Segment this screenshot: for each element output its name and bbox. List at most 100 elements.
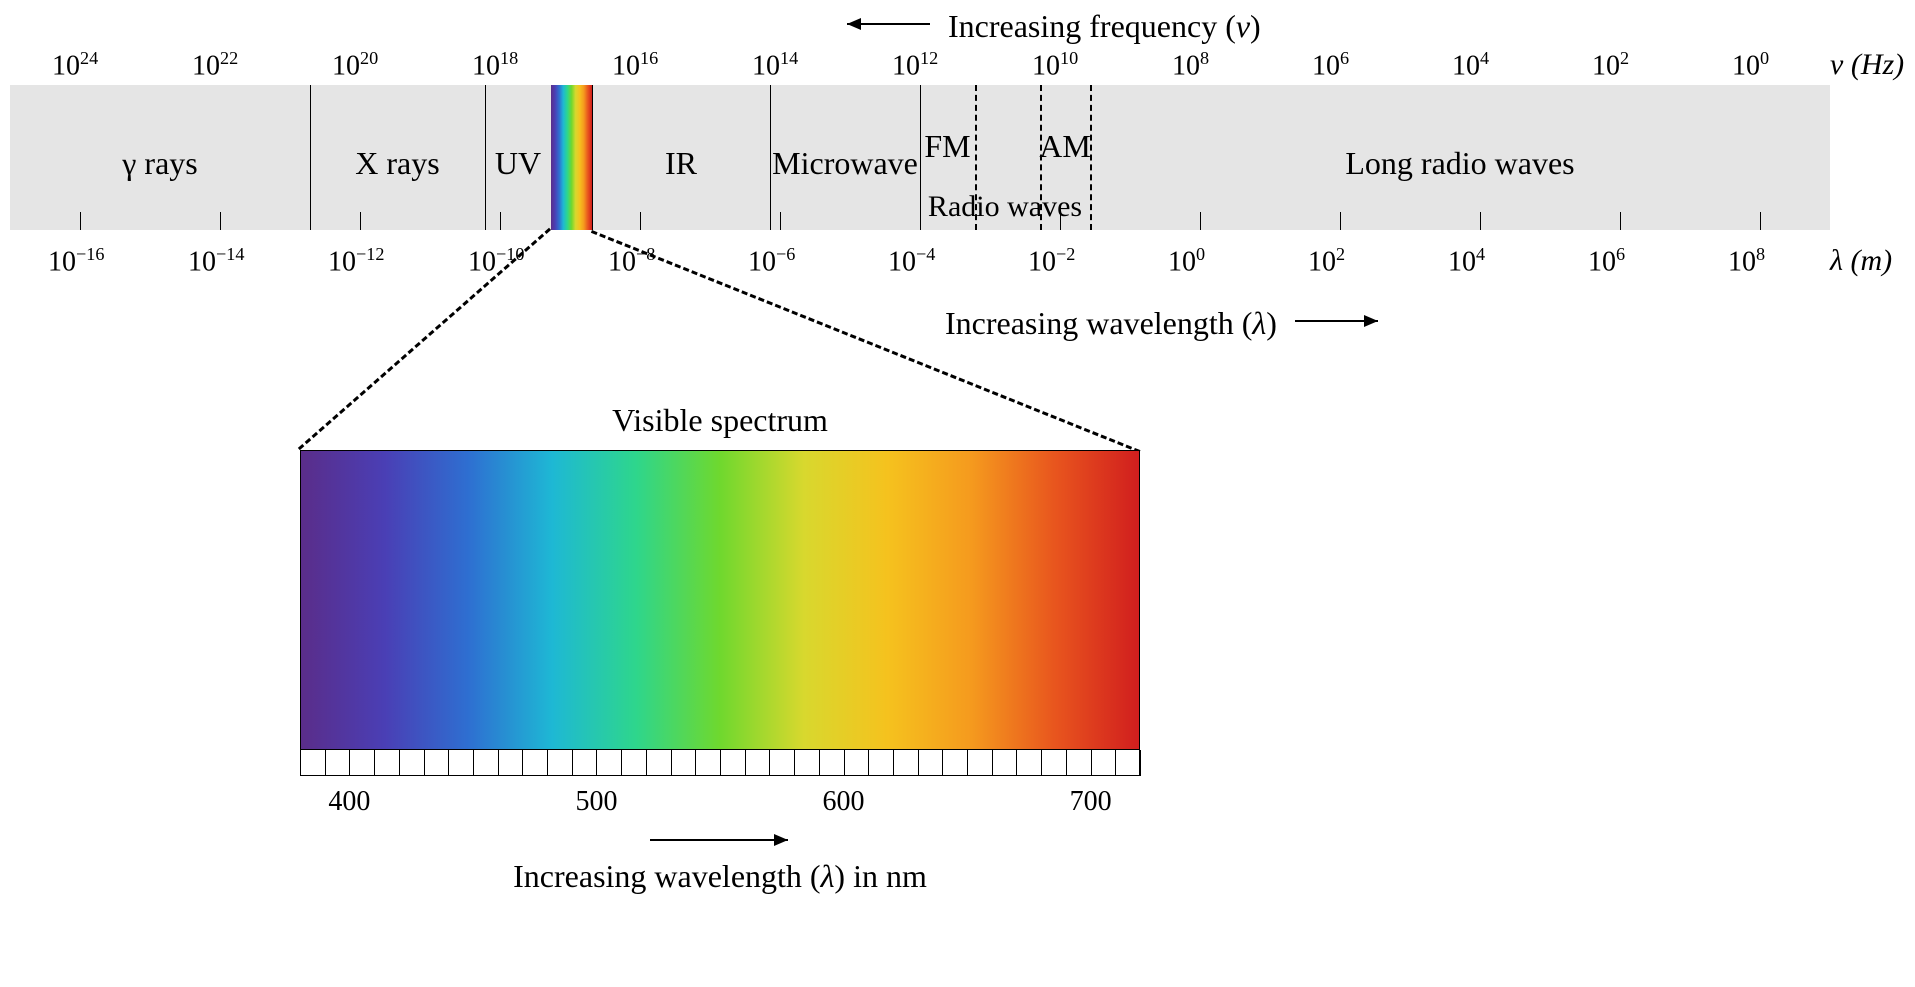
wavelength-tick-label: 10−2 [1028, 244, 1075, 278]
visible-minor-tick [893, 750, 894, 776]
wavelength-tick-label: 106 [1588, 244, 1625, 278]
region-label: UV [495, 145, 541, 182]
visible-tick-label: 600 [823, 786, 865, 818]
visible-minor-tick [671, 750, 672, 776]
wavelength-tick [780, 212, 781, 230]
visible-major-tick [596, 750, 597, 776]
visible-minor-tick [325, 750, 326, 776]
wavelength-tick-label: 104 [1448, 244, 1485, 278]
freq-tick-label: 1012 [892, 48, 938, 82]
visible-footer-text: Increasing wavelength (λ) in nm [513, 858, 927, 895]
freq-tick-label: 1022 [192, 48, 238, 82]
visible-minor-tick [918, 750, 919, 776]
region-label: γ rays [122, 145, 197, 182]
em-spectrum-diagram: Increasing frequency (ν) 1024 1022 1020 1018… [0, 0, 1915, 987]
arrow-right-icon [1295, 311, 1380, 336]
wavelength-tick [220, 212, 221, 230]
region-divider [485, 85, 486, 230]
wavelength-tick-label: 10−4 [888, 244, 935, 278]
visible-minor-tick [819, 750, 820, 776]
wavelength-tick-label: 10−12 [328, 244, 384, 278]
visible-minor-tick [300, 750, 301, 776]
wavelength-axis-unit: λ (m) [1830, 244, 1892, 278]
region-label: Microwave [772, 145, 918, 182]
visible-minor-tick [498, 750, 499, 776]
freq-axis-unit: ν (Hz) [1830, 48, 1904, 82]
wavelength-tick [1340, 212, 1341, 230]
region-label: IR [665, 145, 697, 182]
wavelength-tick [80, 212, 81, 230]
wavelength-tick-label: 10−16 [48, 244, 104, 278]
region-label: FM [924, 128, 970, 165]
increasing-frequency-text: Increasing frequency (ν) [948, 8, 1261, 45]
freq-tick-label: 1016 [612, 48, 658, 82]
region-divider [920, 85, 921, 230]
wavelength-tick [1200, 212, 1201, 230]
visible-tick-label: 700 [1070, 786, 1112, 818]
visible-minor-tick [720, 750, 721, 776]
wavelength-tick-label: 10−6 [748, 244, 795, 278]
wavelength-tick [500, 212, 501, 230]
wavelength-tick-label: 102 [1308, 244, 1345, 278]
wavelength-tick [1620, 212, 1621, 230]
visible-minor-tick [942, 750, 943, 776]
visible-minor-tick [992, 750, 993, 776]
visible-minor-tick [621, 750, 622, 776]
visible-minor-tick [473, 750, 474, 776]
visible-minor-tick [399, 750, 400, 776]
visible-tick-label: 400 [328, 786, 370, 818]
visible-minor-tick [448, 750, 449, 776]
visible-strip-main [551, 85, 592, 230]
wavelength-tick [640, 212, 641, 230]
visible-minor-tick [1041, 750, 1042, 776]
visible-spectrum-box [300, 450, 1140, 750]
freq-tick-label: 1010 [1032, 48, 1078, 82]
region-divider [1090, 85, 1092, 230]
region-label: X rays [355, 145, 439, 182]
freq-tick-label: 104 [1452, 48, 1489, 82]
freq-tick-label: 102 [1592, 48, 1629, 82]
increasing-frequency-label: Increasing frequency (ν) [845, 8, 1261, 45]
freq-tick-label: 1020 [332, 48, 378, 82]
wavelength-tick [360, 212, 361, 230]
visible-major-tick [349, 750, 350, 776]
wavelength-tick [1480, 212, 1481, 230]
wavelength-tick [920, 212, 921, 230]
visible-minor-tick [522, 750, 523, 776]
wavelength-tick-label: 100 [1168, 244, 1205, 278]
wavelength-tick [1760, 212, 1761, 230]
visible-minor-tick [794, 750, 795, 776]
wavelength-tick-label: 10−14 [188, 244, 244, 278]
visible-minor-tick [1115, 750, 1116, 776]
visible-minor-tick [967, 750, 968, 776]
visible-minor-tick [695, 750, 696, 776]
freq-tick-label: 108 [1172, 48, 1209, 82]
visible-spectrum-title: Visible spectrum [612, 402, 828, 439]
freq-tick-label: 1024 [52, 48, 98, 82]
region-divider [592, 85, 593, 230]
visible-minor-tick [547, 750, 548, 776]
visible-minor-tick [769, 750, 770, 776]
region-divider [310, 85, 311, 230]
increasing-wavelength-text: Increasing wavelength (λ) [945, 305, 1277, 342]
arrow-left-icon [845, 14, 930, 39]
visible-minor-tick [868, 750, 869, 776]
visible-tick-label: 500 [575, 786, 617, 818]
visible-minor-tick [1016, 750, 1017, 776]
visible-major-tick [1091, 750, 1092, 776]
visible-minor-tick [424, 750, 425, 776]
freq-tick-label: 1018 [472, 48, 518, 82]
visible-minor-tick [646, 750, 647, 776]
freq-tick-label: 100 [1732, 48, 1769, 82]
freq-tick-label: 1014 [752, 48, 798, 82]
region-label: Long radio waves [1345, 145, 1574, 182]
visible-minor-tick [745, 750, 746, 776]
visible-minor-tick [572, 750, 573, 776]
visible-minor-tick [1066, 750, 1067, 776]
region-label: AM [1039, 128, 1091, 165]
visible-major-tick [844, 750, 845, 776]
increasing-wavelength-label: Increasing wavelength (λ) [945, 305, 1380, 342]
radio-waves-group-label: Radio waves [928, 190, 1082, 224]
visible-minor-tick [1140, 750, 1141, 776]
freq-tick-label: 106 [1312, 48, 1349, 82]
